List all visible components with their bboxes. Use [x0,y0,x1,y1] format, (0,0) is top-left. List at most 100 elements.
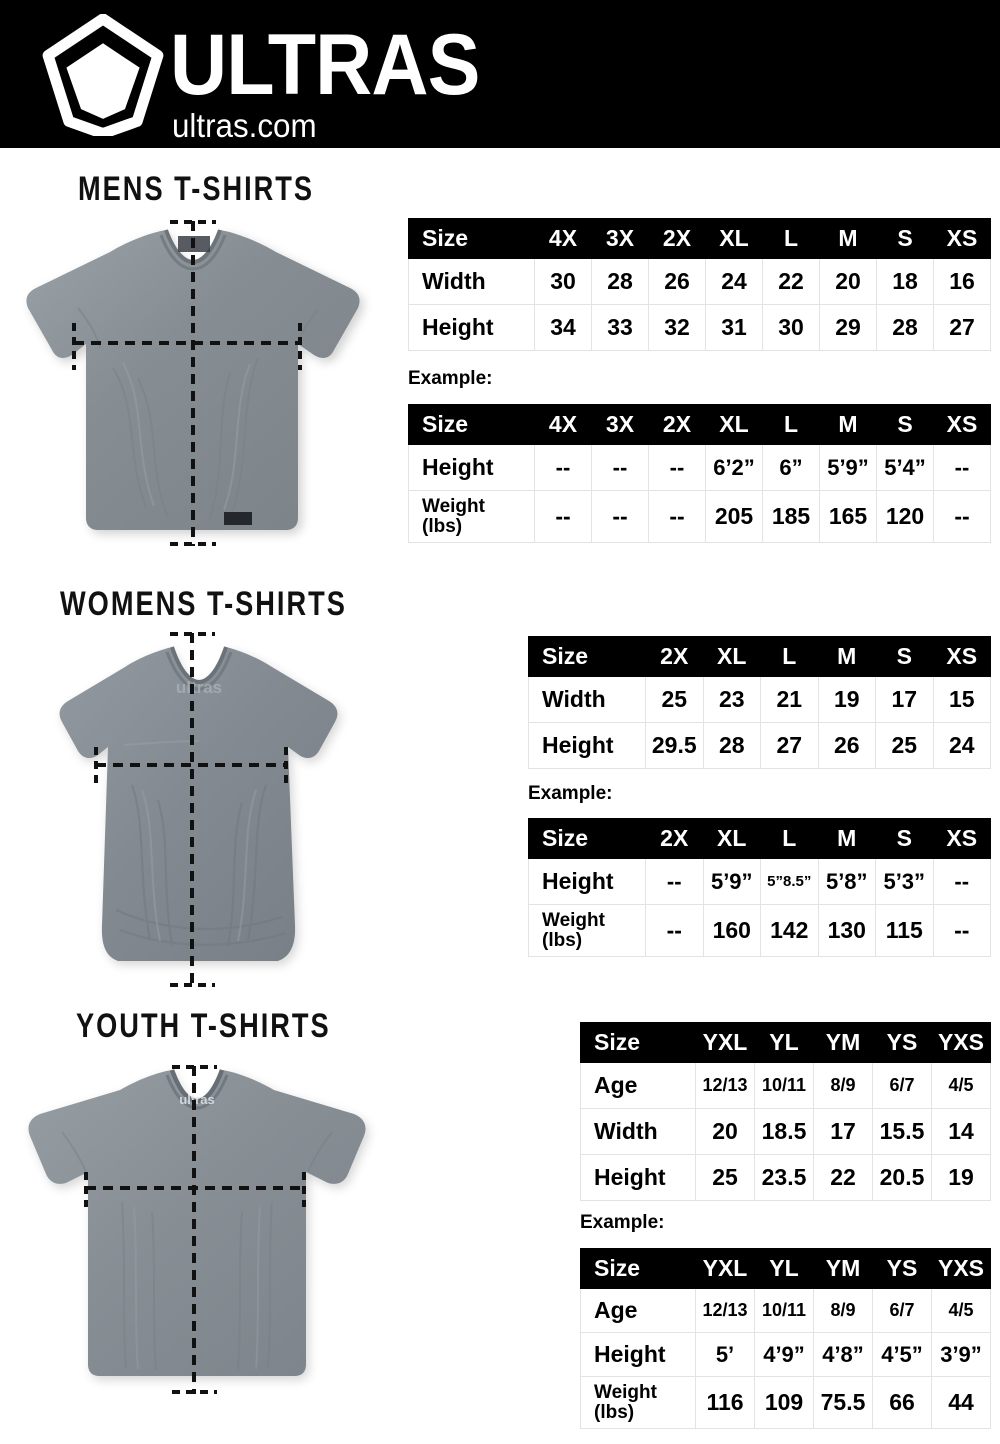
cell: 14 [931,1108,991,1155]
cell: 12/13 [695,1288,755,1333]
cell: 30 [534,258,592,305]
row-label-height: Height [408,304,535,351]
col-header-size: Size [528,636,646,677]
cell: 66 [872,1376,932,1429]
col-header-s: S [875,636,934,677]
col-header-2x: 2X [645,636,704,677]
col-header-size: Size [528,818,646,859]
cell: 17 [813,1108,873,1155]
col-header-yl: YL [754,1022,814,1063]
cell: 10/11 [754,1062,814,1109]
cell: 20 [819,258,877,305]
row-label-height: Height [580,1154,696,1201]
row-label-age: Age [580,1062,696,1109]
mens-size-table-block: Size 4X 3X 2X XL L M S XS Width 30 28 26… [408,218,991,351]
cell: 30 [762,304,820,351]
mens-example-table: Size 4X 3X 2X XL L M S XS Height -- -- -… [408,404,991,543]
col-header-xs: XS [933,218,991,259]
cell: 4’8” [813,1332,873,1377]
cell: 34 [534,304,592,351]
col-header-2x: 2X [648,404,706,445]
youth-example-table-block: Size YXL YL YM YS YXS Age 12/13 10/11 8/… [580,1248,991,1429]
womens-example-label: Example: [528,783,613,804]
row-label-weight-line2: (lbs) [594,1401,635,1423]
col-header-xl: XL [702,818,761,859]
mens-size-table: Size 4X 3X 2X XL L M S XS Width 30 28 26… [408,218,991,351]
cell: 29.5 [645,722,704,769]
cell: 109 [754,1376,814,1429]
cell: 5’4” [876,444,934,491]
cell: -- [534,444,592,491]
cell: 27 [933,304,991,351]
table-header-row: Size 4X 3X 2X XL L M S XS [408,404,991,445]
cell: 116 [695,1376,755,1429]
cell: 25 [645,676,704,723]
table-row: Width 30 28 26 24 22 20 18 16 [408,258,991,305]
cell: 26 [817,722,876,769]
row-label-width: Width [580,1108,696,1155]
youth-example-label: Example: [580,1212,665,1233]
svg-text:ultras: ultras [179,1092,214,1107]
cell: 20.5 [872,1154,932,1201]
col-header-s: S [876,404,934,445]
row-label-width: Width [408,258,535,305]
cell: 165 [819,490,877,543]
cell: 28 [591,258,649,305]
row-label-height: Height [528,858,646,905]
col-header-size: Size [580,1248,696,1289]
cell: 20 [695,1108,755,1155]
cell: -- [932,858,991,905]
col-header-ys: YS [872,1248,932,1289]
youth-size-table-block: Size YXL YL YM YS YXS Age 12/13 10/11 8/… [580,1022,991,1201]
col-header-m: M [817,818,876,859]
cell: -- [648,444,706,491]
cell: 4’5” [872,1332,932,1377]
row-label-weight-line1: Weight [594,1381,657,1403]
col-header-size: Size [408,404,535,445]
table-row: Height 29.5 28 27 26 25 24 [528,722,991,769]
cell: 22 [813,1154,873,1201]
cell: -- [645,904,704,957]
cell: -- [591,490,649,543]
col-header-2x: 2X [645,818,704,859]
col-header-yl: YL [754,1248,814,1289]
cell: 6” [762,444,820,491]
col-header-s: S [875,818,934,859]
col-header-3x: 3X [591,404,649,445]
col-header-l: L [760,636,819,677]
cell: 142 [760,904,819,957]
cell: 27 [760,722,819,769]
col-header-xl: XL [702,636,761,677]
col-header-m: M [817,636,876,677]
table-row: Weight (lbs) -- -- -- 205 185 165 120 -- [408,490,991,543]
cell: 28 [876,304,934,351]
col-header-2x: 2X [648,218,706,259]
brand-url: ultras.com [172,107,317,145]
womens-example-table-block: Size 2X XL L M S XS Height -- 5’9” 5”8.5… [528,818,991,957]
section-title-mens: MENS T-SHIRTS [78,170,315,208]
cell: 32 [648,304,706,351]
cell: 33 [591,304,649,351]
table-header-row: Size 4X 3X 2X XL L M S XS [408,218,991,259]
col-header-xs: XS [932,636,991,677]
col-header-m: M [819,404,877,445]
cell: -- [933,444,991,491]
table-header-row: Size 2X XL L M S XS [528,636,991,677]
cell: -- [645,858,704,905]
section-title-womens: WOMENS T-SHIRTS [60,585,347,623]
col-header-xs: XS [932,818,991,859]
row-label-width: Width [528,676,646,723]
row-label-age: Age [580,1288,696,1333]
col-header-l: L [762,218,820,259]
col-header-4x: 4X [534,218,592,259]
cell: 3’9” [931,1332,991,1377]
col-header-yxl: YXL [695,1022,755,1063]
womens-size-table-block: Size 2X XL L M S XS Width 25 23 21 19 17… [528,636,991,769]
cell: 26 [648,258,706,305]
mens-example-label: Example: [408,368,493,389]
table-row: Width 20 18.5 17 15.5 14 [580,1108,991,1155]
cell: 4/5 [931,1288,991,1333]
col-header-l: L [762,404,820,445]
table-row: Age 12/13 10/11 8/9 6/7 4/5 [580,1288,991,1333]
pentagon-shield-icon [42,14,164,136]
